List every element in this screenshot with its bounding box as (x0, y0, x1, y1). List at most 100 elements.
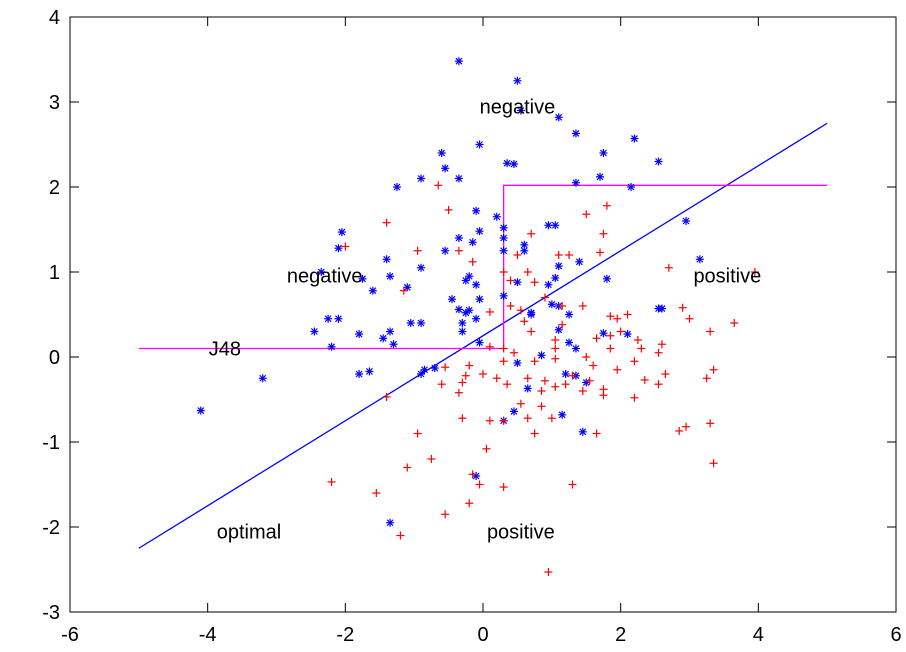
negative-point (516, 106, 525, 115)
positive-point (506, 276, 515, 285)
negative-point (437, 149, 446, 157)
positive-point (654, 380, 663, 389)
positive-point (602, 201, 611, 210)
positive-point (568, 480, 577, 489)
positive-point (523, 374, 532, 383)
negative-point (337, 228, 346, 237)
negative-point (503, 159, 512, 168)
negative-point (551, 273, 560, 282)
positive-point (499, 483, 508, 492)
negative-point (454, 57, 463, 66)
negative-point (334, 314, 343, 323)
axis-ticks: -6 -4 -2 0 2 4 6 -3 -2 -1 0 1 2 3 4 (42, 7, 901, 646)
negative-point (554, 262, 563, 271)
positive-point (499, 344, 508, 353)
positive-point (382, 218, 391, 227)
negative-point (565, 310, 574, 319)
negative-point (499, 291, 508, 300)
positive-point (372, 489, 381, 497)
positive-point (633, 336, 642, 344)
negative-point (695, 255, 704, 264)
negative-point (513, 76, 522, 85)
negative-point (379, 334, 388, 343)
negative-point (334, 244, 343, 253)
positive-point (596, 248, 605, 257)
negative-point (465, 272, 474, 281)
positive-point (427, 455, 436, 463)
negative-point (430, 364, 439, 373)
negative-point (472, 206, 481, 215)
positive-point (513, 251, 522, 259)
negative-point (461, 276, 470, 285)
positive-point (434, 181, 443, 190)
x-tick-label: 6 (890, 624, 901, 646)
positive-point (657, 340, 666, 349)
negative-point (324, 314, 333, 323)
negative-point (327, 342, 336, 351)
negative-point (465, 306, 474, 315)
x-tick-label: 0 (477, 624, 488, 646)
negative-point (454, 305, 463, 314)
negative-point (578, 427, 587, 436)
positive-point (465, 499, 474, 508)
annotation-negative: negative (287, 265, 363, 287)
negative-point (565, 338, 574, 347)
positive-point (492, 374, 501, 383)
positive-point (523, 268, 532, 276)
positive-point (675, 426, 684, 435)
positive-point (413, 246, 422, 255)
positive-point (565, 251, 574, 259)
positive-point (592, 429, 601, 438)
negative-point (551, 221, 560, 230)
negative-point (441, 246, 450, 255)
negative-point (499, 246, 508, 255)
positive-point (506, 302, 515, 310)
positive-point (606, 344, 615, 353)
positive-point (613, 314, 622, 323)
negative-point (258, 374, 267, 383)
y-tick-label: 0 (49, 347, 60, 369)
negative-point (468, 238, 477, 247)
positive-point (702, 374, 711, 383)
negative-point (599, 329, 608, 338)
positive-point (530, 429, 539, 438)
positive-point (551, 382, 560, 391)
positive-point (516, 306, 525, 315)
negative-point (561, 370, 570, 378)
positive-point (685, 314, 694, 323)
positive-point (599, 391, 608, 400)
negative-point (475, 140, 484, 149)
negative-point (417, 319, 426, 327)
negative-point (475, 338, 484, 347)
negative-point (630, 134, 639, 143)
annotation-j48: J48 (209, 339, 241, 361)
annotation-optimal: optimal (217, 521, 281, 543)
negative-point (441, 164, 450, 173)
positive-point (709, 365, 718, 374)
positive-point (661, 370, 670, 378)
negative-point (513, 358, 522, 367)
negative-point (499, 234, 508, 242)
positive-point (561, 380, 570, 389)
positive-point (485, 416, 494, 425)
positive-point (592, 334, 601, 343)
negative-point (403, 283, 412, 292)
positive-point (678, 303, 687, 312)
positive-point (468, 470, 477, 479)
positive-point (547, 414, 556, 423)
positive-point (441, 363, 450, 372)
x-tick-label: -2 (336, 624, 354, 646)
negative-point (406, 319, 415, 327)
positive-point (327, 477, 336, 486)
positive-point (551, 336, 560, 344)
positive-point (382, 392, 391, 401)
positive-point (458, 378, 467, 387)
positive-point (630, 393, 639, 402)
positive-point (616, 327, 625, 336)
annotations: negative negative positive J48 optimal positi… (209, 96, 762, 543)
positive-point (468, 257, 477, 266)
x-tick-label: 4 (753, 624, 764, 646)
y-tick-label: 1 (49, 262, 60, 284)
positive-point (554, 251, 563, 259)
x-tick-label: -4 (199, 624, 217, 646)
